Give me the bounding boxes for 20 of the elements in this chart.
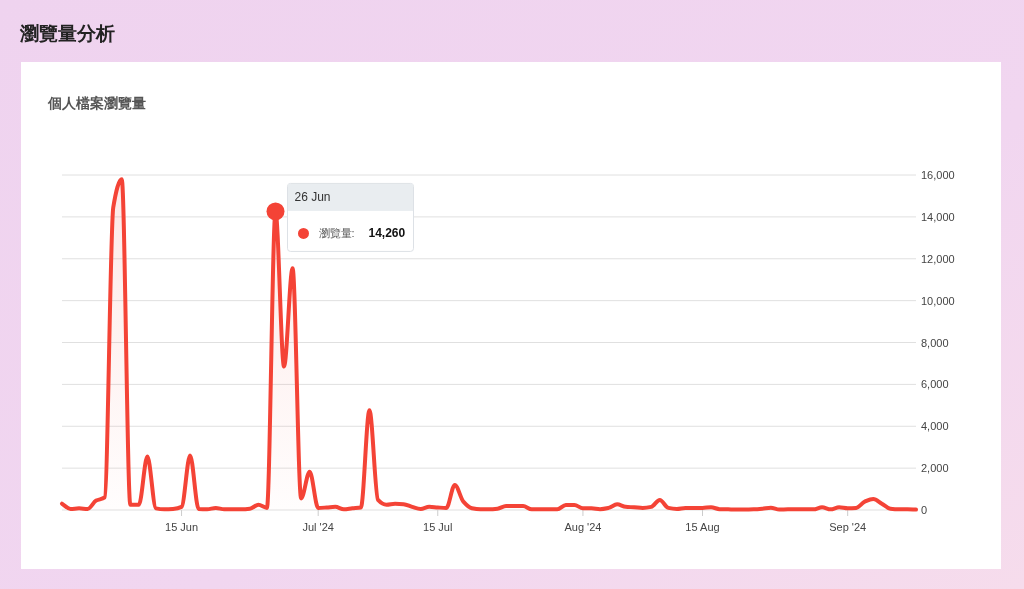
x-tick-label: Jul '24 [302,521,334,533]
y-tick-label: 4,000 [921,420,949,433]
y-tick-label: 10,000 [921,294,955,307]
x-tick-label: Aug '24 [564,521,602,533]
y-tick-label: 6,000 [921,378,949,391]
legend-label: 瀏覽量: [318,227,355,240]
y-tick-label: 8,000 [921,336,949,349]
y-tick-label: 16,000 [921,169,955,181]
x-tick-label: Sep '24 [829,521,867,533]
x-tick-label: 15 Jun [165,521,199,533]
chart-subtitle: 個人檔案瀏覽量 [47,95,146,111]
x-tick-label: 15 Jul [423,521,453,533]
x-tick-label: 15 Aug [685,521,720,533]
y-tick-label: 0 [921,504,928,516]
annotation: 26 Jun [294,190,331,205]
y-tick-label: 12,000 [921,252,955,265]
annotation: 14,260 [368,226,406,241]
y-tick-label: 2,000 [921,462,949,475]
chart-title: 瀏覽量分析 [19,23,115,44]
y-tick-label: 14,000 [921,210,955,223]
